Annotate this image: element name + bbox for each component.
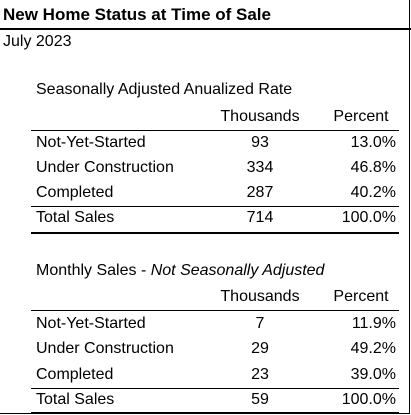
- table-row: Under Construction 334 46.8%: [36, 159, 396, 182]
- table1-total-rule: [31, 206, 399, 207]
- row-percent: 100.0%: [341, 209, 396, 226]
- row-percent: 46.8%: [350, 159, 396, 176]
- title-divider: [0, 28, 411, 30]
- table-row: Not-Yet-Started 7 11.9%: [36, 315, 396, 338]
- table1-heading-text: Seasonally Adjusted Anualized Rate: [36, 81, 293, 98]
- row-label: Under Construction: [36, 340, 174, 357]
- row-percent: 11.9%: [351, 315, 396, 332]
- row-thousands: 59: [251, 391, 269, 408]
- row-percent: 100.0%: [341, 391, 396, 408]
- row-thousands: 7: [255, 315, 265, 332]
- row-thousands: 334: [246, 159, 274, 176]
- row-thousands: 714: [246, 209, 274, 226]
- row-label: Completed: [36, 366, 114, 383]
- table2-bottom-rule: [31, 412, 399, 414]
- table2-header-rule: [31, 310, 399, 311]
- table2-heading-text: Monthly Sales -: [36, 262, 151, 279]
- table2-total-rule: [31, 388, 399, 389]
- row-percent: 13.0%: [350, 134, 396, 151]
- table2-col-thousands: Thousands: [220, 288, 300, 305]
- row-label: Not-Yet-Started: [36, 134, 146, 151]
- page-subtitle: July 2023: [3, 33, 72, 50]
- table-row: Completed 23 39.0%: [36, 366, 396, 389]
- table-row: Under Construction 29 49.2%: [36, 340, 396, 363]
- row-label: Under Construction: [36, 159, 174, 176]
- row-percent: 40.2%: [350, 184, 396, 201]
- row-thousands: 287: [246, 184, 274, 201]
- row-label: Total Sales: [36, 391, 115, 408]
- page-title: New Home Status at Time of Sale: [3, 5, 271, 24]
- table1-col-percent: Percent: [333, 108, 389, 125]
- row-percent: 39.0%: [350, 366, 396, 383]
- table1-heading: Seasonally Adjusted Anualized Rate: [36, 81, 292, 99]
- row-label: Completed: [36, 184, 114, 201]
- table-row-total: Total Sales 59 100.0%: [36, 391, 396, 414]
- table1-header-row: Thousands Percent: [36, 108, 396, 131]
- table1-bottom-rule: [31, 232, 399, 234]
- table1-col-thousands: Thousands: [220, 108, 300, 125]
- table2-header-row: Thousands Percent: [36, 288, 396, 311]
- row-thousands: 23: [251, 366, 269, 383]
- table2-heading-italic: Not Seasonally Adjusted: [150, 262, 325, 279]
- table2-heading: Monthly Sales - Not Seasonally Adjusted: [36, 262, 324, 280]
- table1-header-rule: [31, 130, 399, 131]
- table-row-total: Total Sales 714 100.0%: [36, 209, 396, 232]
- row-thousands: 29: [251, 340, 269, 357]
- row-label: Total Sales: [36, 209, 115, 226]
- row-thousands: 93: [251, 134, 269, 151]
- table2-col-percent: Percent: [333, 288, 389, 305]
- table-row: Not-Yet-Started 93 13.0%: [36, 134, 396, 157]
- row-label: Not-Yet-Started: [36, 315, 146, 332]
- row-percent: 49.2%: [350, 340, 396, 357]
- table-row: Completed 287 40.2%: [36, 184, 396, 207]
